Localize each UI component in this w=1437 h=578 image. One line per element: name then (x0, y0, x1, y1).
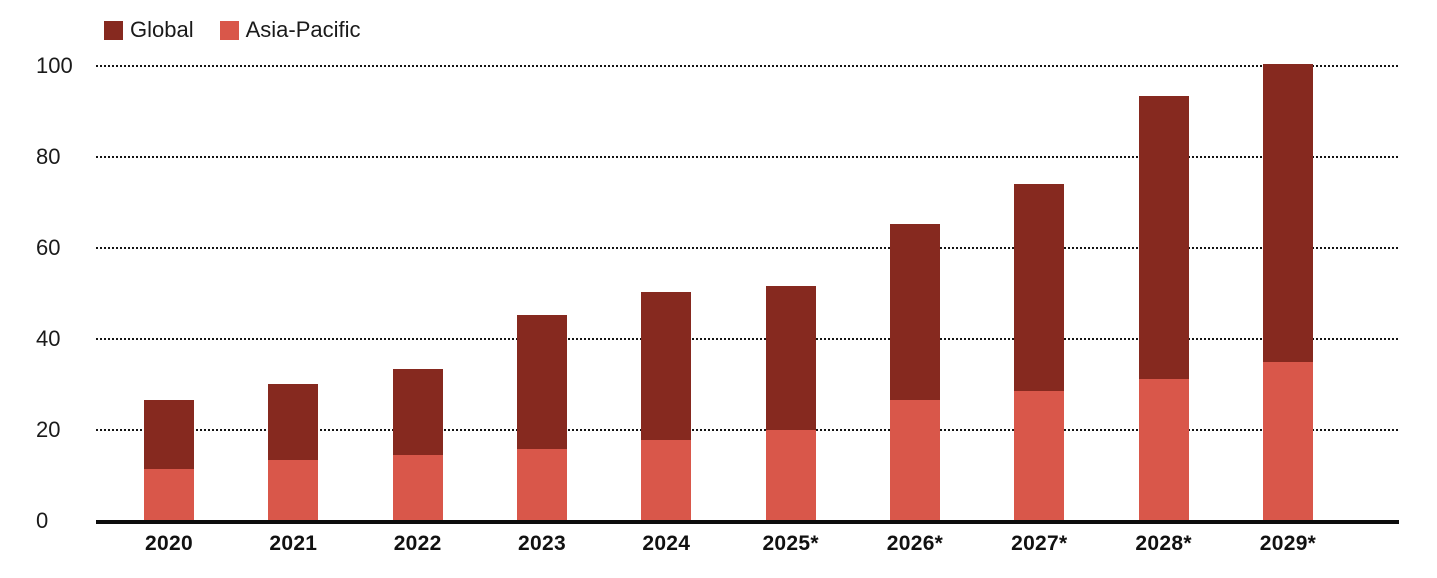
legend-item-global[interactable]: Global (104, 19, 194, 41)
bar-2023-global[interactable] (516, 314, 567, 521)
bar-2021-global[interactable] (268, 383, 319, 521)
x-axis-line (96, 520, 1399, 524)
bar-2022-global[interactable] (392, 368, 443, 521)
x-tick-label-2023: 2023 (518, 532, 566, 555)
bar-2029-global[interactable] (1262, 64, 1313, 521)
x-tick-label-2024: 2024 (642, 532, 691, 555)
y-tick-label-0: 0 (36, 508, 49, 533)
x-tick-label-2021: 2021 (269, 532, 318, 555)
bar-2029-asia-pacific[interactable] (1262, 361, 1313, 521)
bar-2026-global[interactable] (889, 223, 940, 521)
bar-2022-asia-pacific[interactable] (392, 454, 443, 521)
bar-2025-asia-pacific[interactable] (765, 429, 816, 521)
y-tick-label-80: 80 (36, 144, 61, 169)
bar-2027-global[interactable] (1014, 184, 1065, 521)
gridline-40 (96, 338, 1398, 340)
bar-2028-global[interactable] (1138, 96, 1189, 521)
bar-2024-asia-pacific[interactable] (641, 440, 692, 521)
gridline-60 (96, 247, 1398, 249)
y-tick-label-40: 40 (36, 326, 61, 351)
bar-2020-global[interactable] (144, 400, 194, 521)
gridline-80 (96, 156, 1398, 158)
x-tick-label-2027: 2027* (1011, 532, 1068, 555)
legend-item-asia-pacific[interactable]: Asia-Pacific (219, 17, 361, 42)
x-tick-label-2025: 2025* (762, 532, 819, 555)
legend-label-global: Global (130, 17, 194, 42)
gridline-100 (96, 65, 1398, 67)
legend-label-asia-pacific: Asia-Pacific (245, 17, 361, 42)
x-tick-label-2029: 2029* (1259, 532, 1317, 555)
x-tick-label-2028: 2028* (1135, 532, 1192, 555)
bar-2024-global[interactable] (641, 291, 692, 521)
x-tick-label-2022: 2022 (393, 532, 442, 555)
legend-swatch-global (104, 20, 123, 40)
bar-2025-global[interactable] (765, 285, 816, 521)
bar-2020-asia-pacific[interactable] (144, 468, 194, 521)
gridline-20 (96, 429, 1398, 431)
x-tick-label-2020: 2020 (145, 532, 193, 555)
bar-2028-asia-pacific[interactable] (1138, 379, 1189, 521)
bar-2026-asia-pacific[interactable] (889, 399, 940, 521)
legend-swatch-asia-pacific (219, 20, 239, 40)
bar-2023-asia-pacific[interactable] (516, 449, 567, 521)
bar-2021-asia-pacific[interactable] (268, 460, 319, 521)
bar-2027-asia-pacific[interactable] (1014, 391, 1065, 521)
y-tick-label-60: 60 (36, 235, 61, 260)
x-tick-label-2026: 2026* (886, 532, 944, 555)
y-tick-label-100: 100 (36, 53, 73, 78)
y-tick-label-20: 20 (36, 417, 61, 442)
chart-legend: Global Asia-Pacific (104, 19, 361, 41)
